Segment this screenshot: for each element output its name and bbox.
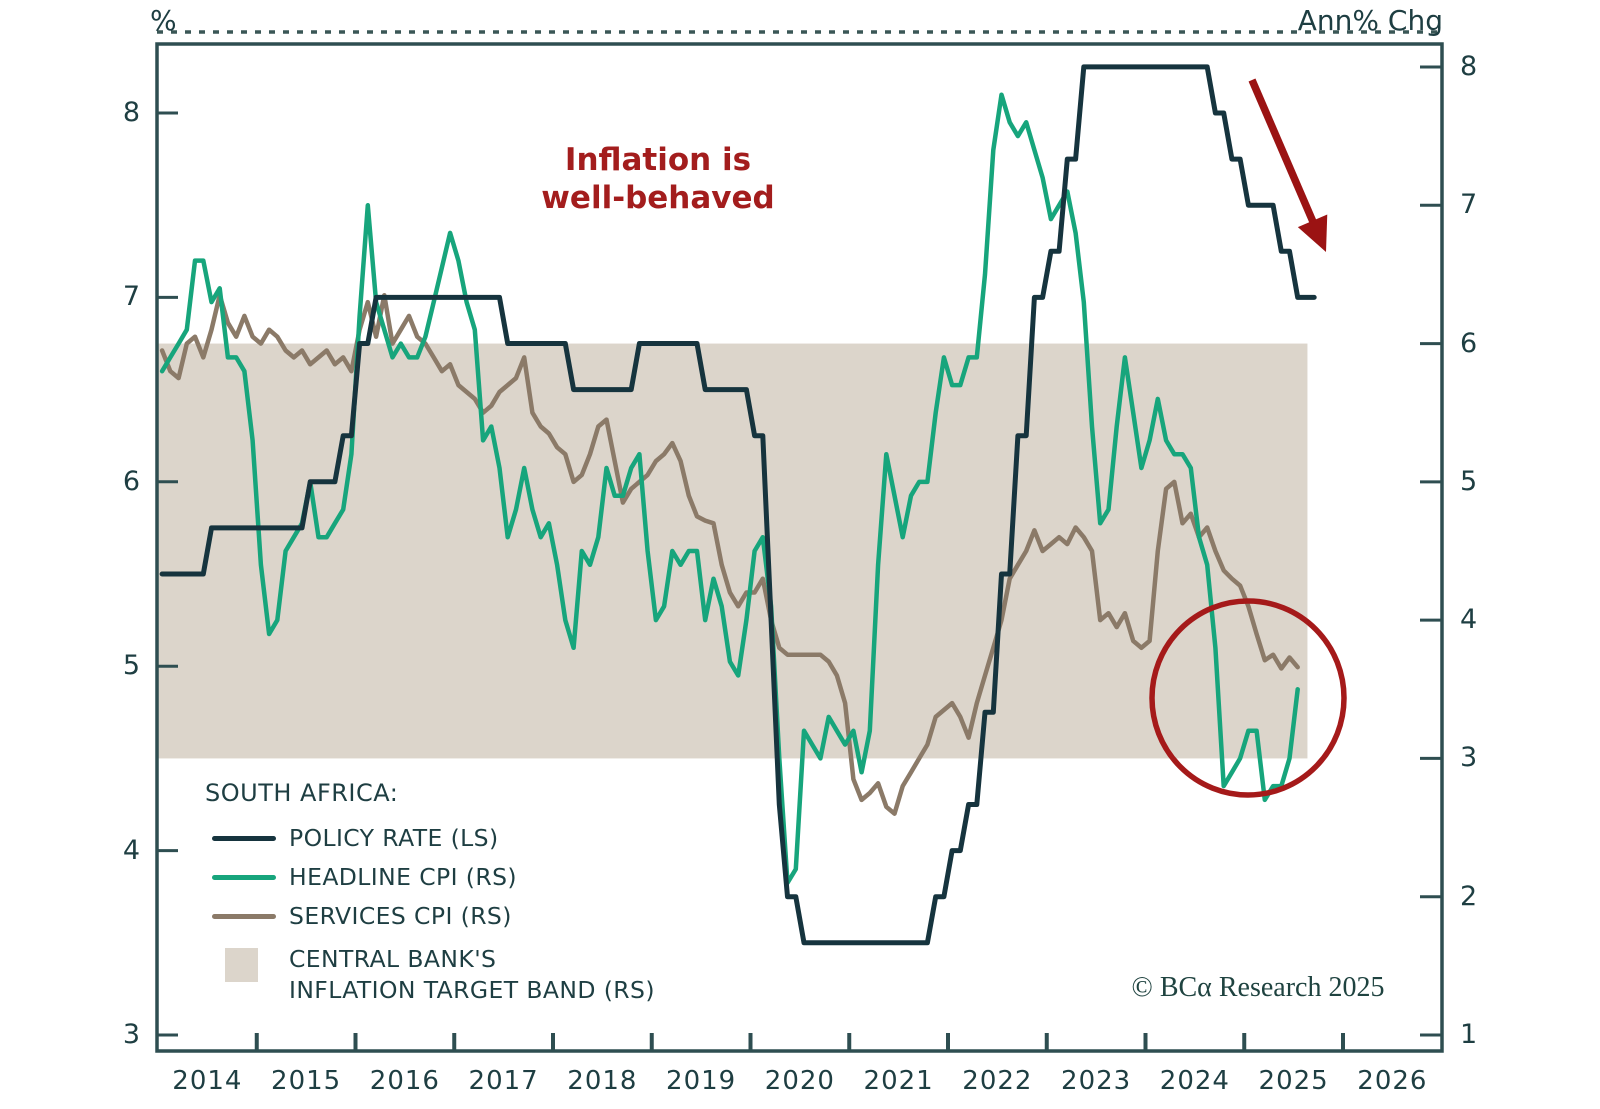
annotation-note-line1: Inflation is bbox=[564, 142, 752, 178]
series-policy-rate-line bbox=[159, 64, 1317, 946]
legend-item-label: SERVICES CPI (RS) bbox=[289, 901, 512, 932]
legend-item-label: POLICY RATE (LS) bbox=[289, 823, 499, 854]
legend-item-label-line: SERVICES CPI (RS) bbox=[289, 902, 512, 930]
right-axis-tick-label: 6 bbox=[1460, 327, 1478, 359]
right-axis-tick-label: 8 bbox=[1460, 50, 1478, 82]
line-swatch-icon bbox=[212, 914, 276, 919]
right-axis-unit: Ann% Chg bbox=[1297, 4, 1443, 37]
legend-item-label-line: CENTRAL BANK'S bbox=[289, 945, 497, 973]
x-axis-year-label: 2018 bbox=[567, 1066, 638, 1096]
x-axis-year-label: 2019 bbox=[666, 1066, 737, 1096]
line-swatch-icon bbox=[212, 836, 276, 841]
copyright: © BCα Research 2025 bbox=[1131, 972, 1385, 1003]
legend-swatch-col bbox=[205, 944, 289, 982]
x-axis-year-label: 2014 bbox=[172, 1066, 243, 1096]
legend-swatch-col bbox=[205, 914, 289, 919]
legend-item: SERVICES CPI (RS) bbox=[205, 897, 655, 936]
legend-item: CENTRAL BANK'S INFLATION TARGET BAND (RS) bbox=[205, 944, 655, 1006]
x-axis-year-label: 2015 bbox=[271, 1066, 342, 1096]
trend-arrow bbox=[1248, 78, 1328, 252]
legend-swatch-col bbox=[205, 836, 289, 841]
left-axis-tick-label: 4 bbox=[122, 834, 140, 866]
legend-heading: SOUTH AFRICA: bbox=[205, 779, 399, 807]
target-band-region bbox=[157, 343, 1308, 759]
legend-item-label: CENTRAL BANK'S INFLATION TARGET BAND (RS) bbox=[289, 944, 655, 1006]
right-axis-tick-label: 1 bbox=[1460, 1019, 1478, 1050]
x-axis-year-label: 2026 bbox=[1357, 1066, 1428, 1096]
x-axis-year-label: 2023 bbox=[1061, 1066, 1132, 1096]
x-axis-year-label: 2022 bbox=[962, 1066, 1033, 1096]
right-axis-tick-label: 2 bbox=[1460, 880, 1478, 912]
left-axis-tick-label: 8 bbox=[122, 97, 140, 128]
left-axis-unit: % bbox=[150, 4, 177, 37]
left-axis-tick-label: 7 bbox=[122, 281, 140, 313]
legend-items: POLICY RATE (LS) HEADLINE CPI (RS) SERVICE… bbox=[205, 819, 655, 1006]
band-swatch-icon bbox=[225, 948, 258, 982]
x-axis-year-label: 2016 bbox=[369, 1066, 440, 1096]
highlight-circle bbox=[1149, 598, 1347, 798]
x-axis-year-label: 2021 bbox=[863, 1066, 934, 1096]
legend-item-label: HEADLINE CPI (RS) bbox=[289, 862, 517, 893]
legend: SOUTH AFRICA: POLICY RATE (LS) HEADLINE C… bbox=[205, 779, 655, 1006]
right-axis-tick-label: 5 bbox=[1460, 465, 1478, 497]
x-axis-year-label: 2017 bbox=[468, 1066, 539, 1096]
left-axis-tick-label: 3 bbox=[122, 1019, 140, 1050]
right-axis-tick-label: 4 bbox=[1460, 604, 1478, 636]
x-axis-year-label: 2025 bbox=[1258, 1066, 1329, 1096]
x-axis-year-label: 2020 bbox=[764, 1066, 835, 1096]
legend-item-label-line: INFLATION TARGET BAND (RS) bbox=[289, 976, 655, 1004]
legend-item: HEADLINE CPI (RS) bbox=[205, 858, 655, 897]
x-axis-year-label: 2024 bbox=[1159, 1066, 1230, 1096]
left-axis-tick-label: 5 bbox=[122, 650, 140, 682]
series-headline-cpi-line bbox=[159, 92, 1300, 886]
right-axis-tick-label: 3 bbox=[1460, 742, 1478, 774]
annotation-note-line2: well-behaved bbox=[541, 180, 775, 216]
legend-item: POLICY RATE (LS) bbox=[205, 819, 655, 858]
legend-swatch-col bbox=[205, 875, 289, 880]
plot-border bbox=[155, 42, 1444, 1053]
annotation-note: Inflation is well-behaved bbox=[488, 141, 828, 217]
axis-ticks bbox=[157, 65, 1442, 1051]
series-services-cpi-line bbox=[159, 292, 1300, 816]
right-axis-tick-label: 7 bbox=[1460, 189, 1478, 221]
line-swatch-icon bbox=[212, 875, 276, 880]
left-axis-tick-label: 6 bbox=[122, 465, 140, 497]
legend-item-label-line: HEADLINE CPI (RS) bbox=[289, 863, 517, 891]
legend-item-label-line: POLICY RATE (LS) bbox=[289, 824, 499, 852]
